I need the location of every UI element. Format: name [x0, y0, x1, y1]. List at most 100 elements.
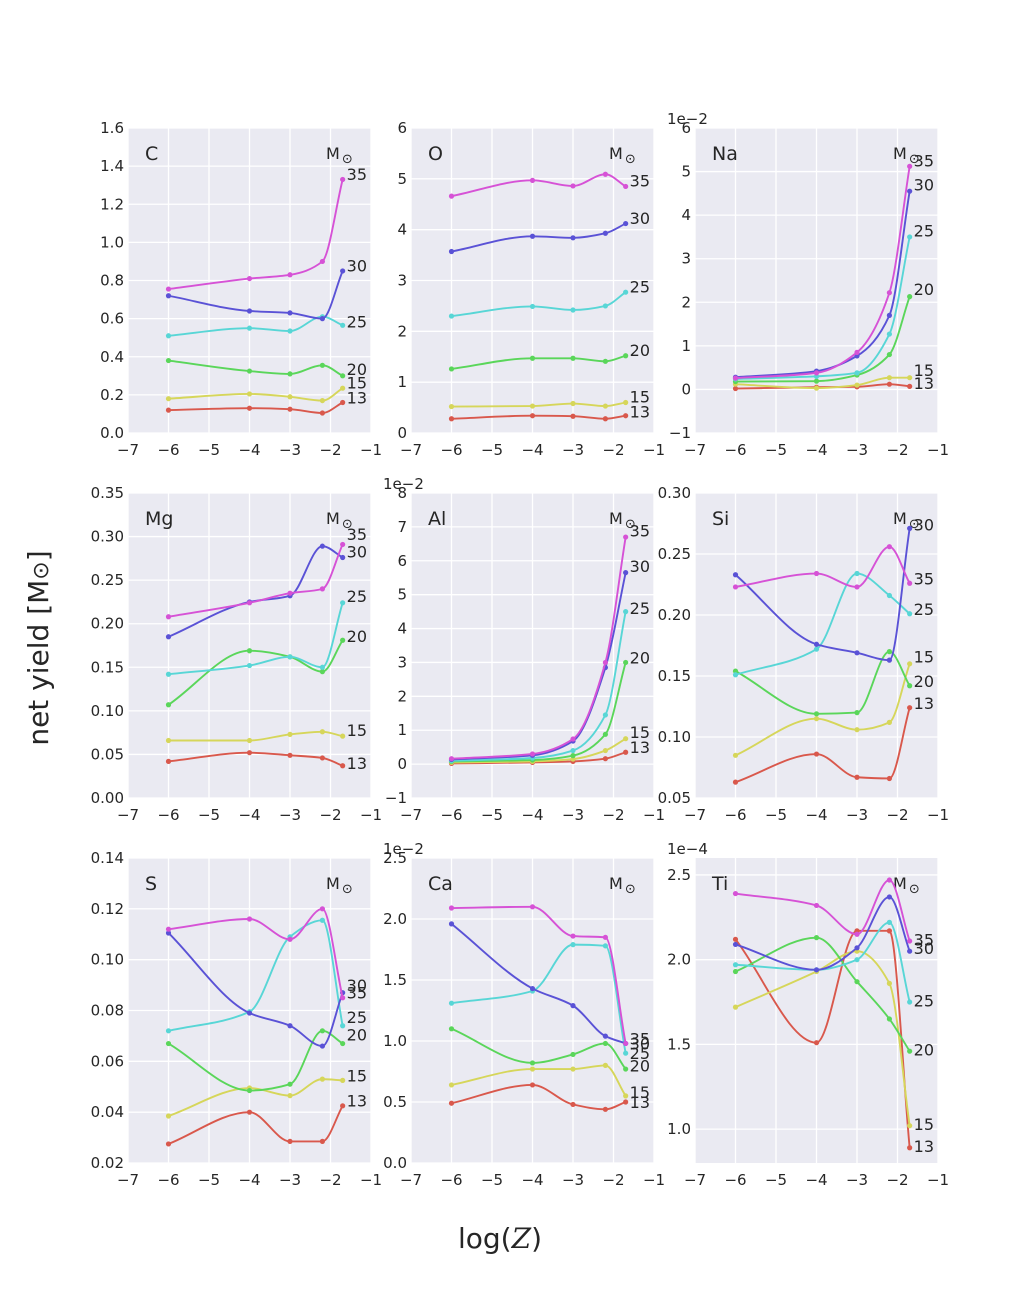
x-tick-label: −6: [157, 1171, 179, 1189]
data-point-35: [813, 570, 820, 577]
data-point-35: [529, 177, 536, 183]
mass-unit-label: M ⊙: [326, 144, 353, 167]
x-tick-label: −1: [360, 806, 382, 824]
data-point-35: [340, 176, 346, 183]
panel-na: −7 −6 −5 −4 −3 −2 −1 −1 0 1 2 3 4 5 61e−2Na M ⊙35 30 25 20 1…: [667, 110, 949, 459]
data-point-20: [340, 637, 346, 643]
x-tick-label: −6: [724, 441, 746, 459]
data-point-13: [732, 385, 739, 392]
data-point-13: [623, 1099, 629, 1105]
data-point-15: [854, 727, 860, 733]
data-point-35: [623, 183, 629, 190]
data-point-13: [602, 756, 609, 762]
scale-label: 1e−2: [383, 475, 424, 493]
data-point-35: [813, 902, 820, 909]
data-point-13: [246, 1109, 253, 1115]
data-point-35: [529, 751, 536, 757]
data-point-15: [340, 733, 346, 739]
mass-label: 25: [630, 278, 650, 297]
mass-unit-label: M ⊙: [609, 874, 636, 897]
y-tick-label: 6: [397, 552, 407, 570]
y-tick-label: 5: [681, 163, 691, 181]
mass-label: 25: [914, 221, 934, 240]
mass-label: 30: [914, 176, 934, 195]
mass-unit-label: M ⊙: [609, 509, 636, 532]
data-point-15: [319, 1076, 325, 1082]
y-tick-label: 7: [397, 518, 407, 536]
x-tick-label: −2: [602, 806, 624, 824]
y-tick-label: 0.00: [91, 789, 124, 807]
mass-label: 20: [347, 360, 367, 379]
data-point-25: [319, 664, 325, 670]
data-point-13: [319, 410, 325, 416]
data-point-25: [165, 333, 172, 339]
x-tick-label: −5: [198, 806, 220, 824]
x-tick-label: −1: [643, 806, 665, 824]
mass-unit-label: M ⊙: [326, 509, 353, 532]
y-tick-label: 0.02: [91, 1154, 124, 1172]
x-tick-label: −3: [562, 1171, 584, 1189]
mass-label: 15: [914, 1115, 934, 1134]
y-tick-label: 1.0: [383, 1032, 407, 1050]
data-point-13: [602, 1106, 609, 1112]
data-point-25: [340, 322, 346, 328]
panel-title: Na: [712, 143, 738, 165]
data-point-35: [886, 877, 893, 883]
y-tick-label: 0.12: [91, 900, 124, 918]
mass-label: 20: [914, 1040, 934, 1059]
data-point-25: [319, 917, 325, 923]
mass-label: 13: [347, 754, 367, 773]
data-point-20: [246, 1087, 253, 1094]
x-tick-label: −4: [521, 441, 543, 459]
data-point-30: [529, 233, 536, 239]
data-point-20: [854, 710, 860, 716]
data-point-15: [246, 737, 253, 744]
data-point-13: [246, 750, 253, 756]
panel-c: −7 −6 −5 −4 −3 −2 −1 0.0 0.2 0.4 0.6 0.8 1.0 1.2 1.4 1.…: [100, 119, 382, 459]
panel-title: S: [145, 873, 157, 895]
y-tick-label: 0.2: [100, 386, 124, 404]
data-point-13: [165, 1141, 172, 1147]
data-point-15: [246, 391, 253, 397]
x-tick-label: −6: [440, 806, 462, 824]
x-tick-label: −2: [319, 441, 341, 459]
x-tick-label: −6: [724, 806, 746, 824]
data-point-13: [623, 749, 629, 755]
data-point-25: [529, 303, 536, 310]
data-point-15: [623, 736, 629, 742]
x-tick-label: −3: [279, 441, 301, 459]
data-point-15: [319, 729, 325, 735]
data-point-35: [448, 193, 455, 199]
data-point-35: [907, 163, 913, 169]
panel-title: Si: [712, 508, 729, 530]
mass-label: 25: [347, 312, 367, 331]
x-tick-label: −5: [481, 441, 503, 459]
data-point-30: [570, 235, 576, 241]
data-point-15: [732, 1004, 739, 1010]
mass-label: 30: [630, 557, 650, 576]
data-point-15: [907, 375, 913, 381]
x-axis-label: log(Z): [458, 1222, 542, 1255]
data-point-30: [732, 572, 739, 578]
data-point-13: [623, 413, 629, 419]
mass-label: 13: [914, 694, 934, 713]
y-tick-label: 0.30: [658, 484, 691, 502]
mass-label: 13: [914, 1137, 934, 1156]
data-point-25: [854, 957, 860, 963]
data-point-35: [570, 183, 576, 189]
data-point-25: [340, 1023, 346, 1029]
x-tick-label: −1: [927, 441, 949, 459]
data-point-25: [623, 289, 629, 295]
data-point-20: [287, 1081, 293, 1087]
data-point-20: [246, 368, 253, 374]
y-tick-label: 0.06: [91, 1052, 124, 1070]
mass-label: 13: [630, 1093, 650, 1112]
mass-unit-label: M ⊙: [893, 144, 920, 167]
mass-label: 35: [630, 171, 650, 190]
data-point-30: [319, 316, 325, 322]
x-tick-label: −7: [400, 1171, 422, 1189]
x-tick-label: −1: [927, 806, 949, 824]
data-point-20: [340, 1040, 346, 1047]
x-tick-label: −7: [117, 1171, 139, 1189]
